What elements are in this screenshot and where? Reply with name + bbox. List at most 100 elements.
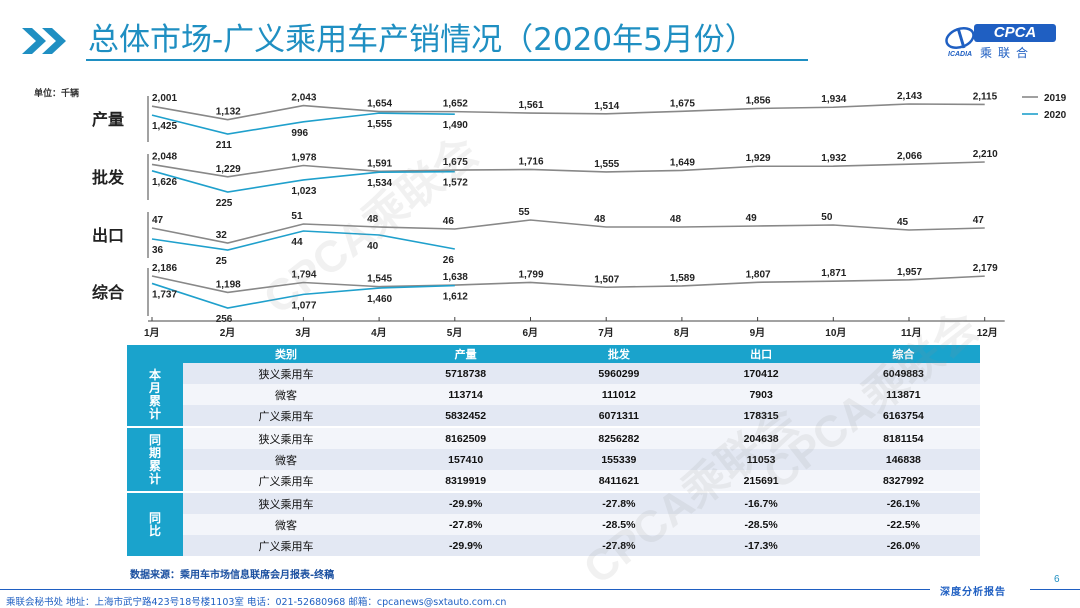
data-label-2019: 1,591 <box>367 158 392 169</box>
table-header-row: 类别 产量 批发 出口 综合 <box>127 345 980 363</box>
data-label-2020: 1,023 <box>291 186 316 197</box>
data-label-2019: 2,048 <box>152 151 177 162</box>
table-value-cell: 6163754 <box>826 405 980 427</box>
data-label-2019: 1,132 <box>216 107 241 118</box>
logo-small-text: ICADIA <box>948 51 973 58</box>
x-tick-label: 2月 <box>220 327 236 339</box>
table-header: 出口 <box>695 345 827 363</box>
table-value-cell: 6071311 <box>542 405 696 427</box>
x-tick-label: 6月 <box>523 327 539 339</box>
data-label-2020: 1,572 <box>443 178 468 189</box>
x-tick-label: 9月 <box>750 327 766 339</box>
table-row: 微客 113714 111012 7903 113871 <box>127 384 980 405</box>
data-label-2019: 46 <box>443 216 455 227</box>
panel-label: 综合 <box>92 283 125 302</box>
x-tick-label: 11月 <box>901 327 922 339</box>
data-label-2019: 45 <box>897 217 909 228</box>
table-value-cell: -27.8% <box>389 514 543 535</box>
table-category-cell: 广义乘用车 <box>183 470 390 492</box>
data-label-2019: 1,932 <box>821 153 846 164</box>
table-category-cell: 广义乘用车 <box>183 405 390 427</box>
x-tick-label: 10月 <box>825 327 846 339</box>
data-label-2020: 1,425 <box>152 121 177 132</box>
data-label-2019: 1,934 <box>821 94 846 105</box>
table-value-cell: 8327992 <box>826 470 980 492</box>
series-line-2019 <box>151 219 985 244</box>
table-value-cell: -28.5% <box>542 514 696 535</box>
footer-divider <box>1030 589 1080 590</box>
table-value-cell: -22.5% <box>826 514 980 535</box>
table-value-cell: 178315 <box>695 405 827 427</box>
data-label-2020: 36 <box>152 245 164 256</box>
table-value-cell: -27.8% <box>542 491 696 514</box>
data-label-2019: 1,675 <box>670 98 695 109</box>
table-category-cell: 狭义乘用车 <box>183 363 390 384</box>
data-label-2019: 1,652 <box>443 99 468 110</box>
page-title: 总体市场-广义乘用车产销情况（2020年5月份） <box>88 22 756 58</box>
data-label-2020: 1,612 <box>443 292 468 303</box>
data-label-2019: 48 <box>594 214 606 225</box>
table-value-cell: 8411621 <box>542 470 696 492</box>
data-label-2019: 49 <box>746 213 758 224</box>
table-category-cell: 狭义乘用车 <box>183 491 390 514</box>
table-value-cell: -27.8% <box>542 535 696 556</box>
table-group-label: 本月累计 <box>127 363 183 427</box>
data-label-2020: 25 <box>216 256 228 267</box>
data-source: 数据来源：乘用车市场信息联席会月报表-终稿 <box>130 570 335 581</box>
data-label-2019: 2,001 <box>152 93 177 104</box>
legend-label: 2019 <box>1044 93 1067 104</box>
data-label-2019: 1,229 <box>216 164 241 175</box>
data-label-2019: 1,638 <box>443 272 468 283</box>
table-value-cell: 5832452 <box>389 405 543 427</box>
table-row: 微客 157410 155339 11053 146838 <box>127 449 980 470</box>
data-label-2019: 1,198 <box>216 279 241 290</box>
series-line-2019 <box>151 103 985 121</box>
title-underline <box>86 59 808 61</box>
data-label-2019: 1,794 <box>291 269 316 280</box>
table-row: 广义乘用车 5832452 6071311 178315 6163754 <box>127 405 980 427</box>
table-header: 综合 <box>826 345 980 363</box>
table-value-cell: 146838 <box>826 449 980 470</box>
data-label-2019: 1,589 <box>670 273 695 284</box>
data-label-2019: 1,649 <box>670 157 695 168</box>
table-value-cell: 6049883 <box>826 363 980 384</box>
data-label-2019: 48 <box>670 214 682 225</box>
data-label-2019: 1,807 <box>746 269 771 280</box>
table-value-cell: 215691 <box>695 470 827 492</box>
data-label-2020: 1,490 <box>443 120 468 131</box>
data-label-2019: 2,210 <box>973 149 998 160</box>
data-label-2020: 40 <box>367 241 379 252</box>
logo-subtitle: 乘联合 <box>980 46 1035 60</box>
data-label-2019: 48 <box>367 214 379 225</box>
unit-label: 单位：千辆 <box>34 88 80 98</box>
table-value-cell: 155339 <box>542 449 696 470</box>
data-label-2020: 1,555 <box>367 119 392 130</box>
data-label-2020: 996 <box>291 128 308 139</box>
cpca-logo: CPCA 乘联合 ICADIA <box>944 24 1062 60</box>
table-value-cell: 113714 <box>389 384 543 405</box>
data-label-2020: 26 <box>443 255 455 266</box>
table-value-cell: 11053 <box>695 449 827 470</box>
table-value-cell: -26.0% <box>826 535 980 556</box>
table-value-cell: -16.7% <box>695 491 827 514</box>
x-tick-label: 7月 <box>598 327 614 339</box>
table-category-cell: 广义乘用车 <box>183 535 390 556</box>
table-row: 微客 -27.8% -28.5% -28.5% -22.5% <box>127 514 980 535</box>
table-value-cell: -29.9% <box>389 491 543 514</box>
line-chart: 产量 2,001 1,132 2,043 1,654 1,652 1,561 1,514 1,6… <box>92 91 1067 339</box>
table-value-cell: 8162509 <box>389 426 543 449</box>
data-label-2020: 225 <box>216 198 233 209</box>
data-label-2019: 1,675 <box>443 157 468 168</box>
table-value-cell: 8319919 <box>389 470 543 492</box>
x-tick-label: 3月 <box>295 327 311 339</box>
data-label-2019: 2,043 <box>291 93 316 104</box>
data-label-2019: 51 <box>291 211 303 222</box>
x-tick-label: 12月 <box>977 327 998 339</box>
footer-contact: 乘联会秘书处 地址：上海市武宁路423号18号楼1103室 电话：021-526… <box>6 597 507 608</box>
page-number: 6 <box>1054 574 1060 585</box>
series-line-2020 <box>151 230 455 251</box>
data-label-2020: 256 <box>216 314 233 325</box>
data-label-2019: 1,957 <box>897 267 922 278</box>
table-value-cell: -17.3% <box>695 535 827 556</box>
table-row: 同期累计狭义乘用车 8162509 8256282 204638 8181154 <box>127 426 980 492</box>
